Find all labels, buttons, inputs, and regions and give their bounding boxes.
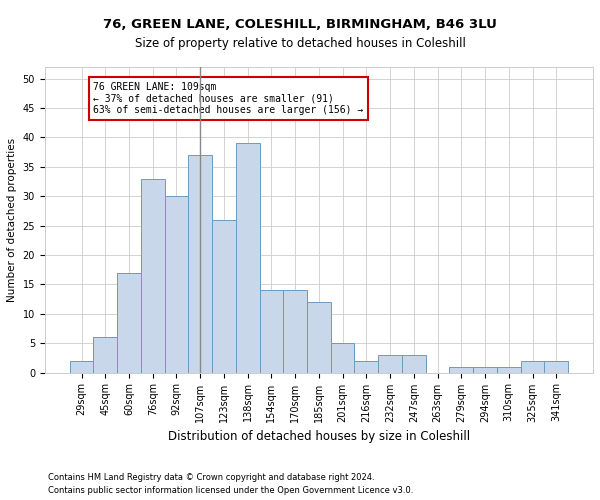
Bar: [544, 361, 568, 372]
Text: 76 GREEN LANE: 109sqm
← 37% of detached houses are smaller (91)
63% of semi-deta: 76 GREEN LANE: 109sqm ← 37% of detached …: [94, 82, 364, 115]
Bar: [497, 366, 521, 372]
Bar: [283, 290, 307, 372]
Bar: [70, 361, 94, 372]
Bar: [402, 355, 426, 372]
X-axis label: Distribution of detached houses by size in Coleshill: Distribution of detached houses by size …: [168, 430, 470, 443]
Text: Contains HM Land Registry data © Crown copyright and database right 2024.: Contains HM Land Registry data © Crown c…: [48, 474, 374, 482]
Text: Contains public sector information licensed under the Open Government Licence v3: Contains public sector information licen…: [48, 486, 413, 495]
Bar: [331, 343, 355, 372]
Text: Size of property relative to detached houses in Coleshill: Size of property relative to detached ho…: [134, 38, 466, 51]
Bar: [355, 361, 378, 372]
Bar: [94, 338, 117, 372]
Bar: [164, 196, 188, 372]
Bar: [236, 144, 260, 372]
Bar: [141, 178, 164, 372]
Bar: [188, 155, 212, 372]
Bar: [449, 366, 473, 372]
Text: 76, GREEN LANE, COLESHILL, BIRMINGHAM, B46 3LU: 76, GREEN LANE, COLESHILL, BIRMINGHAM, B…: [103, 18, 497, 30]
Bar: [260, 290, 283, 372]
Y-axis label: Number of detached properties: Number of detached properties: [7, 138, 17, 302]
Bar: [521, 361, 544, 372]
Bar: [378, 355, 402, 372]
Bar: [117, 272, 141, 372]
Bar: [212, 220, 236, 372]
Bar: [473, 366, 497, 372]
Bar: [307, 302, 331, 372]
